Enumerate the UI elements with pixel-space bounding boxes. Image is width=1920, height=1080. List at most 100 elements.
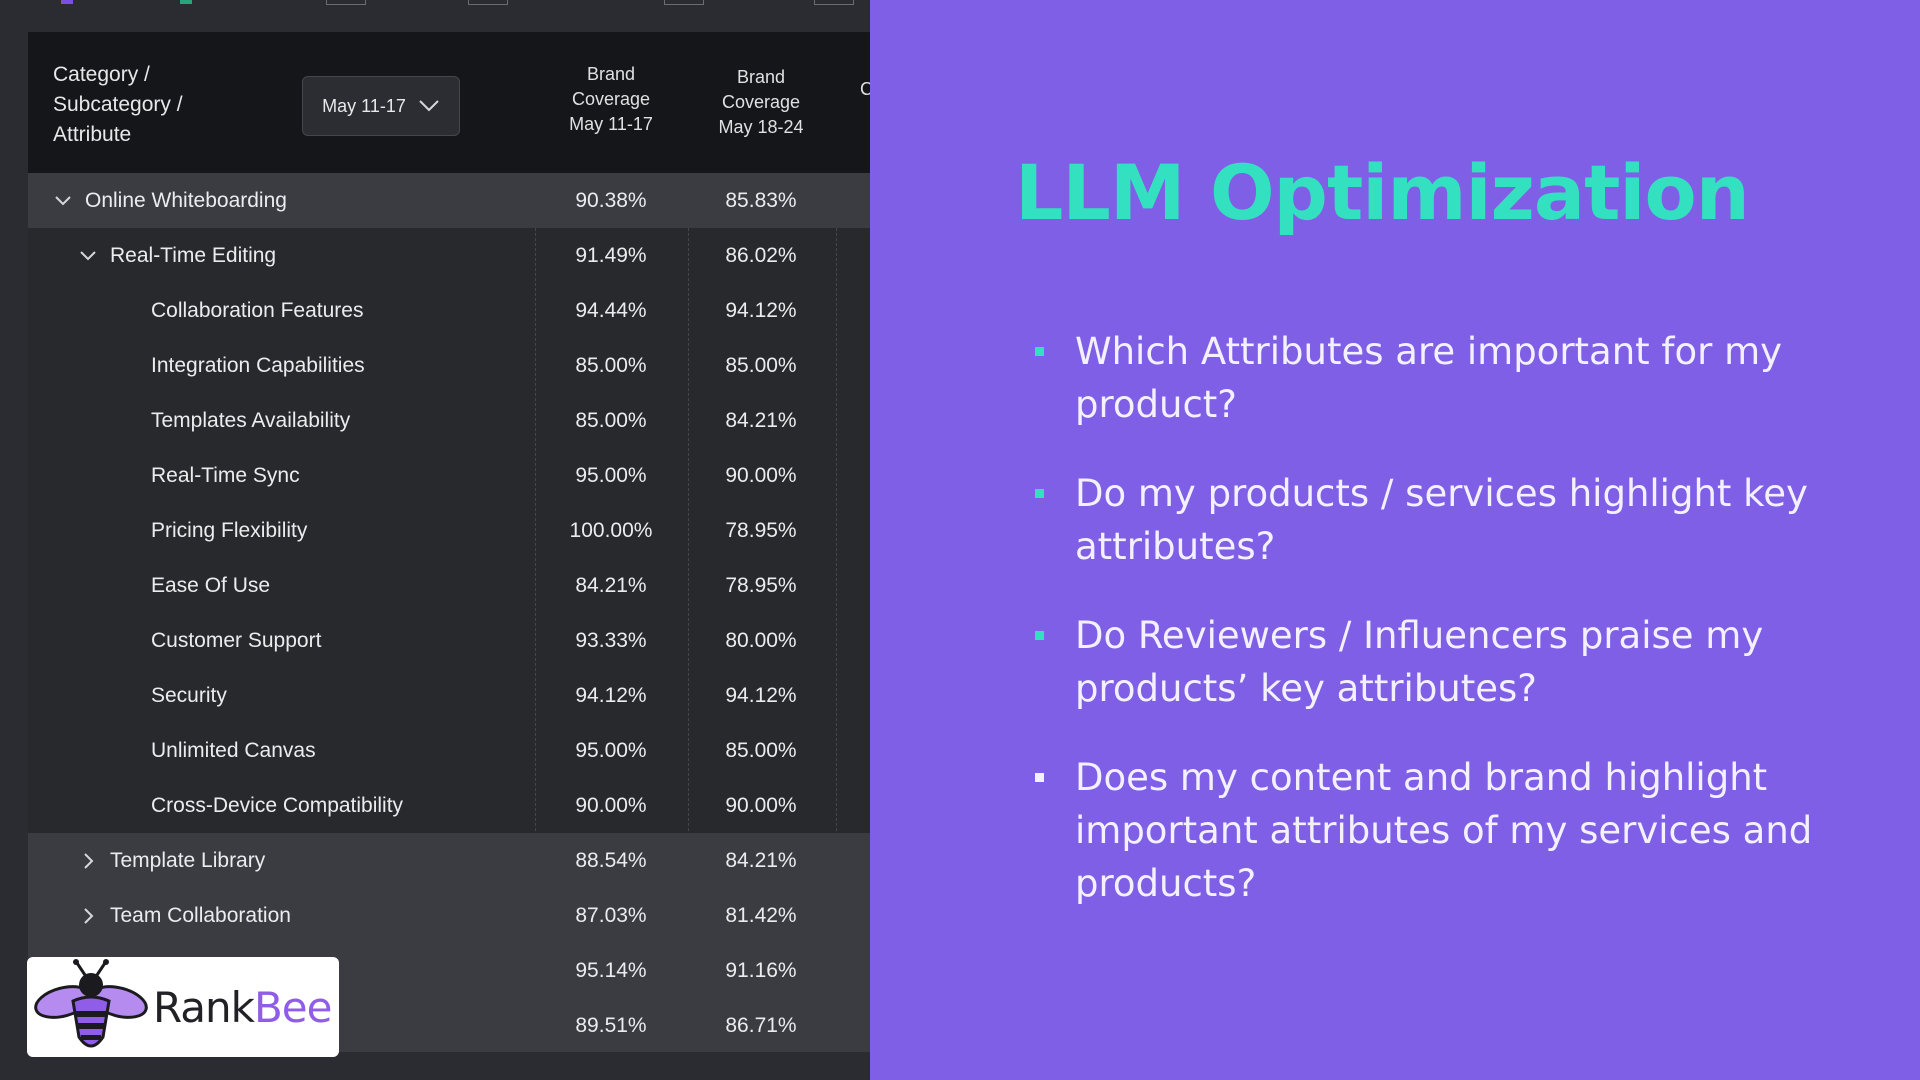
- category-column-header: Category / Subcategory / Attribute: [53, 60, 273, 150]
- table-row-attribute[interactable]: Pricing Flexibility 100.00% 78.95%: [28, 503, 870, 558]
- cell-value: 94.44%: [575, 298, 647, 322]
- table-row-category[interactable]: Online Whiteboarding 90.38% 85.83%: [28, 173, 870, 228]
- table-row-subcategory[interactable]: Real-Time Editing 91.49% 86.02%: [28, 228, 870, 283]
- bullet-text: Do Reviewers / Influencers praise my pro…: [1075, 614, 1764, 710]
- table-body: Online Whiteboarding 90.38% 85.83% Real-…: [28, 173, 870, 1053]
- chevron-down-icon[interactable]: [78, 246, 98, 266]
- cell-value: 85.83%: [725, 188, 797, 212]
- header-line: Attribute: [53, 123, 132, 146]
- table-row-attribute[interactable]: Real-Time Sync 95.00% 90.00%: [28, 448, 870, 503]
- cell-value: 94.12%: [725, 298, 797, 322]
- bullet-item: Which Attributes are important for my pr…: [1035, 325, 1815, 431]
- row-label: Templates Availability: [151, 408, 351, 432]
- cell-value: 94.12%: [575, 683, 647, 707]
- column-divider: [535, 228, 536, 831]
- header-line: May 18-24: [718, 117, 804, 137]
- logo-word-rank: Rank: [153, 982, 255, 1032]
- cell-value: 91.16%: [725, 958, 797, 982]
- cell-value: 84.21%: [725, 848, 797, 872]
- cell-value: 80.00%: [725, 628, 797, 652]
- bullet-text: Which Attributes are important for my pr…: [1075, 330, 1783, 426]
- cell-value: 90.00%: [725, 793, 797, 817]
- table-row-attribute[interactable]: Ease Of Use 84.21% 78.95%: [28, 558, 870, 613]
- row-label: Customer Support: [151, 628, 322, 652]
- table-row-attribute[interactable]: Templates Availability 85.00% 84.21%: [28, 393, 870, 448]
- filter-box[interactable]: [326, 0, 366, 5]
- header-line: May 11-17: [569, 114, 653, 134]
- brand-coverage-col1-header[interactable]: Brand Coverage May 11-17: [536, 62, 686, 137]
- analytics-table-panel: Category / Subcategory / Attribute May 1…: [0, 0, 870, 1080]
- cell-value: 84.21%: [575, 573, 647, 597]
- row-label: Online Whiteboarding: [85, 188, 287, 212]
- header-line: Coverage: [571, 89, 651, 109]
- table-row-attribute[interactable]: Collaboration Features 94.44% 94.12%: [28, 283, 870, 338]
- date-range-label: May 11-17: [322, 95, 406, 116]
- cell-value: 93.33%: [575, 628, 647, 652]
- table-header: Category / Subcategory / Attribute May 1…: [28, 32, 870, 173]
- chevron-right-icon[interactable]: [78, 906, 98, 926]
- filter-box[interactable]: [664, 0, 704, 5]
- column-divider: [688, 228, 689, 831]
- cell-value: 90.00%: [725, 463, 797, 487]
- header-line: Coverage: [721, 92, 801, 112]
- table-row-attribute[interactable]: Integration Capabilities 85.00% 85.00%: [28, 338, 870, 393]
- cell-value: 95.14%: [575, 958, 647, 982]
- chevron-down-icon[interactable]: [53, 191, 73, 211]
- filter-box[interactable]: [814, 0, 854, 5]
- date-range-dropdown[interactable]: May 11-17: [302, 76, 460, 136]
- filter-box[interactable]: [468, 0, 508, 5]
- cell-value: 84.21%: [725, 408, 797, 432]
- bullet-item: Do my products / services highlight key …: [1035, 467, 1815, 573]
- cell-value: 85.00%: [725, 353, 797, 377]
- row-label: Pricing Flexibility: [151, 518, 308, 542]
- row-label: Real-Time Editing: [110, 243, 277, 267]
- brand-coverage-col2-header[interactable]: Brand Coverage May 18-24: [686, 65, 836, 140]
- header-line: Brand: [736, 67, 786, 87]
- cell-value: 86.71%: [725, 1013, 797, 1037]
- row-label: Collaboration Features: [151, 298, 364, 322]
- row-label: Real-Time Sync: [151, 463, 300, 487]
- header-line: Subcategory /: [53, 93, 183, 116]
- filter-strip: [28, 0, 870, 32]
- cell-value: 85.00%: [575, 408, 647, 432]
- table-row-subcategory[interactable]: Team Collaboration 87.03% 81.42%: [28, 888, 870, 943]
- row-label: Security: [151, 683, 227, 707]
- slide-title: LLM Optimization: [1015, 148, 1750, 237]
- cell-value: 100.00%: [569, 518, 653, 542]
- truncated-column-header: C: [860, 79, 870, 99]
- row-label: Team Collaboration: [110, 903, 291, 927]
- chevron-down-icon: [419, 100, 439, 112]
- table-row-attribute[interactable]: Customer Support 93.33% 80.00%: [28, 613, 870, 668]
- cell-value: 90.38%: [575, 188, 647, 212]
- cell-value: 78.95%: [725, 518, 797, 542]
- table-row-attribute[interactable]: Cross-Device Compatibility 90.00% 90.00%: [28, 778, 870, 833]
- cell-value: 91.49%: [575, 243, 647, 267]
- table-row-subcategory[interactable]: Template Library 88.54% 84.21%: [28, 833, 870, 888]
- row-label: Template Library: [110, 848, 266, 872]
- legend-chip: [180, 0, 192, 4]
- cell-value: 95.00%: [575, 463, 647, 487]
- row-label: Unlimited Canvas: [151, 738, 316, 762]
- header-line: Category /: [53, 63, 150, 86]
- bullet-item: Do Reviewers / Influencers praise my pro…: [1035, 609, 1815, 715]
- panel-edge: [0, 0, 28, 1080]
- table-row-attribute[interactable]: Unlimited Canvas 95.00% 85.00%: [28, 723, 870, 778]
- cell-value: 95.00%: [575, 738, 647, 762]
- bullet-text: Do my products / services highlight key …: [1075, 472, 1808, 568]
- row-label: Cross-Device Compatibility: [151, 793, 404, 817]
- bullet-square-icon: [1035, 489, 1044, 498]
- column-divider: [836, 228, 837, 831]
- cell-value: 90.00%: [575, 793, 647, 817]
- logo-wordmark: RankBee: [153, 982, 332, 1032]
- cell-value: 88.54%: [575, 848, 647, 872]
- cell-value: 89.51%: [575, 1013, 647, 1037]
- cell-value: 94.12%: [725, 683, 797, 707]
- bullet-text: Does my content and brand highlight impo…: [1075, 756, 1813, 905]
- table-row-attribute[interactable]: Security 94.12% 94.12%: [28, 668, 870, 723]
- row-label: Ease Of Use: [151, 573, 271, 597]
- bullet-square-icon: [1035, 773, 1044, 782]
- logo-word-bee: Bee: [253, 982, 332, 1032]
- chevron-right-icon[interactable]: [78, 851, 98, 871]
- rankbee-logo: RankBee: [27, 957, 339, 1057]
- row-label: Integration Capabilities: [151, 353, 365, 377]
